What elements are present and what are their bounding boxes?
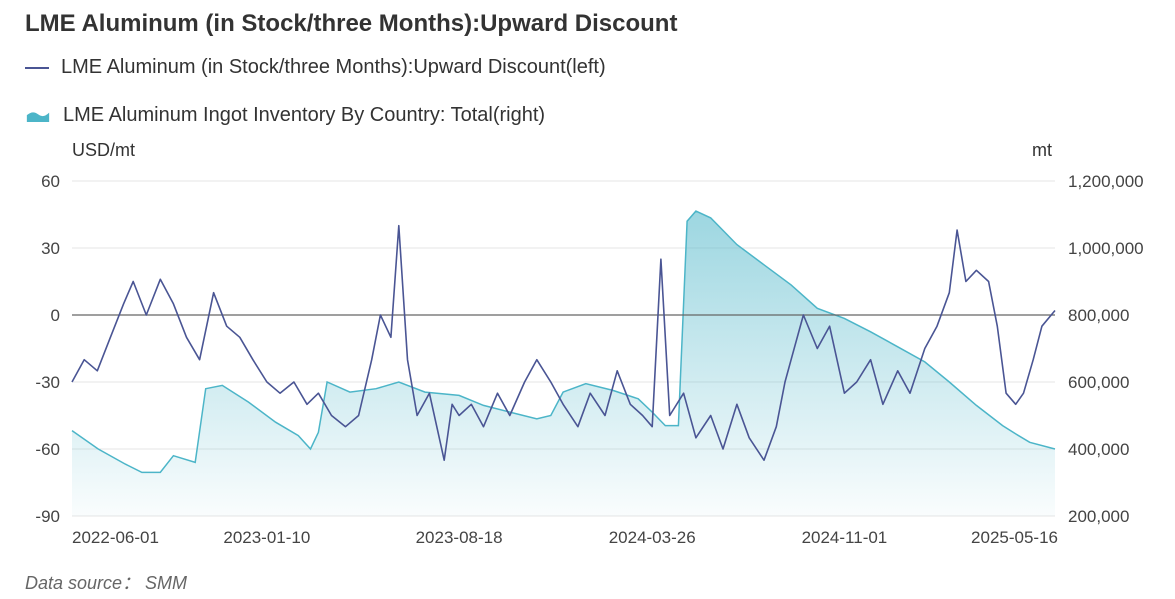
x-tick-label: 2024-03-26 bbox=[609, 528, 696, 547]
x-tick-label: 2023-01-10 bbox=[223, 528, 310, 547]
left-tick-label: -60 bbox=[35, 440, 60, 459]
right-tick-label: 200,000 bbox=[1068, 507, 1129, 526]
chart-title: LME Aluminum (in Stock/three Months):Upw… bbox=[25, 10, 678, 37]
left-tick-label: 30 bbox=[41, 239, 60, 258]
left-tick-label: -90 bbox=[35, 507, 60, 526]
legend-area-icon bbox=[26, 111, 50, 122]
legend-label-inventory: LME Aluminum Ingot Inventory By Country:… bbox=[63, 104, 546, 126]
legend-item-inventory[interactable]: LME Aluminum Ingot Inventory By Country:… bbox=[25, 104, 545, 127]
legend-item-discount[interactable]: LME Aluminum (in Stock/three Months):Upw… bbox=[25, 56, 606, 79]
legend-line-icon bbox=[25, 66, 49, 69]
right-tick-label: 400,000 bbox=[1068, 440, 1129, 459]
inventory-area-line bbox=[71, 210, 1056, 474]
right-tick-label: 1,000,000 bbox=[1068, 239, 1144, 258]
x-tick-label: 2023-08-18 bbox=[416, 528, 503, 547]
left-axis-unit: USD/mt bbox=[72, 140, 135, 160]
left-tick-label: 0 bbox=[51, 306, 60, 325]
inventory-area-fill bbox=[72, 211, 1055, 516]
right-tick-label: 1,200,000 bbox=[1068, 172, 1144, 191]
x-tick-label: 2024-11-01 bbox=[802, 528, 888, 547]
right-axis-unit: mt bbox=[1032, 140, 1052, 160]
x-tick-label: 2025-05-16 bbox=[971, 528, 1058, 547]
data-source: Data source： SMM bbox=[25, 573, 188, 593]
right-tick-label: 600,000 bbox=[1068, 373, 1129, 392]
left-tick-label: 60 bbox=[41, 172, 60, 191]
x-tick-label: 2022-06-01 bbox=[72, 528, 159, 547]
discount-line bbox=[71, 224, 1056, 461]
right-tick-label: 800,000 bbox=[1068, 306, 1129, 325]
left-tick-label: -30 bbox=[35, 373, 60, 392]
legend-label-discount: LME Aluminum (in Stock/three Months):Upw… bbox=[61, 56, 606, 78]
